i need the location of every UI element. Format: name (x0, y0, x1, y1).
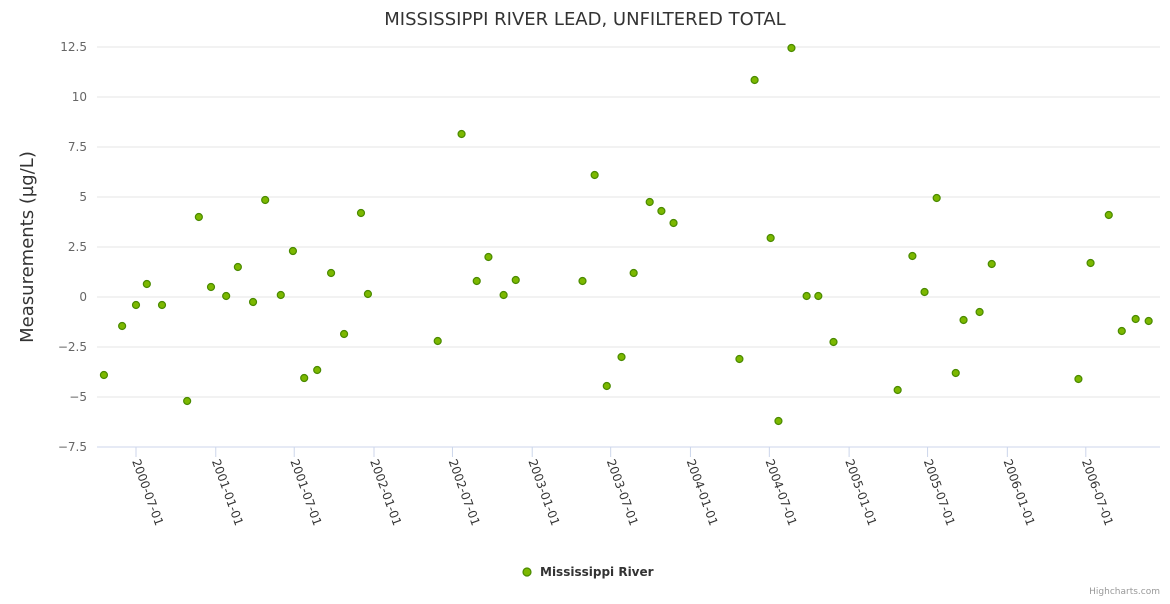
y-tick-label: 0 (79, 290, 87, 304)
data-point[interactable] (987, 259, 996, 269)
data-point[interactable] (339, 329, 349, 339)
data-point[interactable] (457, 129, 466, 139)
data-point[interactable] (735, 354, 744, 364)
legend-marker (522, 567, 532, 577)
data-point[interactable] (1074, 374, 1083, 384)
data-point[interactable] (1117, 326, 1126, 336)
x-tick-label: 2001-07-01 (287, 457, 324, 527)
data-point[interactable] (313, 365, 322, 375)
data-point[interactable] (142, 279, 151, 289)
data-point[interactable] (276, 290, 285, 300)
data-point[interactable] (288, 246, 298, 256)
data-point[interactable] (1086, 258, 1095, 268)
chart-title: MISSISSIPPI RIVER LEAD, UNFILTERED TOTAL (384, 9, 785, 30)
y-tick-label: −7.5 (58, 440, 87, 454)
data-point[interactable] (1131, 314, 1140, 324)
data-point[interactable] (645, 197, 654, 207)
data-point[interactable] (657, 206, 666, 216)
data-point[interactable] (908, 251, 917, 261)
legend-label[interactable]: Mississippi River (540, 565, 654, 579)
data-point[interactable] (131, 300, 141, 310)
data-point[interactable] (363, 289, 373, 299)
data-point[interactable] (206, 282, 216, 292)
data-point[interactable] (194, 212, 203, 222)
data-point[interactable] (787, 43, 796, 53)
x-tick-label: 2003-07-01 (604, 457, 641, 527)
x-axis: 2000-07-01 2001-01-01 2001-07-01 2002-01-01… (129, 447, 1116, 528)
data-point[interactable] (774, 416, 783, 426)
data-point[interactable] (975, 307, 984, 317)
x-tick-label: 2003-01-01 (525, 457, 562, 527)
data-point[interactable] (484, 252, 493, 262)
legend-item[interactable]: Mississippi River (522, 565, 654, 579)
data-point[interactable] (248, 297, 258, 307)
data-point[interactable] (511, 275, 520, 285)
data-point[interactable] (326, 268, 336, 278)
data-point[interactable] (118, 321, 127, 331)
data-point[interactable] (893, 385, 902, 395)
data-point[interactable] (472, 276, 481, 286)
data-point[interactable] (750, 75, 759, 85)
data-point[interactable] (99, 370, 109, 380)
data-point[interactable] (499, 290, 508, 300)
x-tick-label: 2004-01-01 (684, 457, 721, 527)
y-tick-label: 7.5 (68, 140, 87, 154)
data-point[interactable] (629, 268, 638, 278)
data-point[interactable] (829, 337, 838, 347)
data-point[interactable] (300, 373, 309, 383)
series-mississippi-river (99, 43, 1153, 426)
data-point[interactable] (951, 368, 960, 378)
data-point[interactable] (222, 291, 231, 301)
y-tick-label: −5 (69, 390, 87, 404)
y-tick-label: −2.5 (58, 340, 87, 354)
data-point[interactable] (959, 315, 968, 325)
data-point[interactable] (617, 352, 626, 362)
data-point[interactable] (356, 208, 366, 218)
y-axis-label: Measurements (µg/L) (17, 151, 38, 343)
x-tick-label: 2004-07-01 (763, 457, 800, 527)
data-point[interactable] (802, 291, 811, 301)
data-point[interactable] (814, 291, 823, 301)
x-tick-label: 2000-07-01 (129, 457, 166, 527)
y-tick-label: 2.5 (68, 240, 87, 254)
x-tick-label: 2001-01-01 (209, 457, 246, 527)
data-point[interactable] (261, 195, 270, 205)
credits[interactable]: Highcharts.com (1089, 587, 1160, 597)
y-axis: −7.5 −5 −2.5 0 2.5 5 7.5 10 12.5 (58, 40, 87, 454)
x-tick-label: 2006-07-01 (1079, 457, 1116, 527)
data-point[interactable] (590, 170, 599, 180)
data-point[interactable] (766, 233, 775, 243)
data-point[interactable] (602, 381, 611, 391)
data-point[interactable] (157, 300, 167, 310)
data-point[interactable] (233, 262, 242, 272)
data-point[interactable] (183, 396, 192, 406)
data-point[interactable] (1104, 210, 1113, 220)
x-tick-label: 2006-01-01 (1001, 457, 1038, 527)
y-tick-label: 10 (72, 90, 87, 104)
x-tick-label: 2005-07-01 (921, 457, 958, 527)
data-point[interactable] (1144, 316, 1153, 326)
data-point[interactable] (433, 336, 442, 346)
x-tick-label: 2002-01-01 (367, 457, 404, 527)
y-tick-label: 12.5 (60, 40, 87, 54)
data-point[interactable] (932, 193, 941, 203)
x-tick-label: 2005-01-01 (842, 457, 879, 527)
data-point[interactable] (920, 287, 929, 297)
data-point[interactable] (669, 218, 678, 228)
x-tick-label: 2002-07-01 (446, 457, 483, 527)
y-tick-label: 5 (79, 190, 87, 204)
grid-lines (97, 46, 1160, 398)
data-point[interactable] (578, 276, 587, 286)
